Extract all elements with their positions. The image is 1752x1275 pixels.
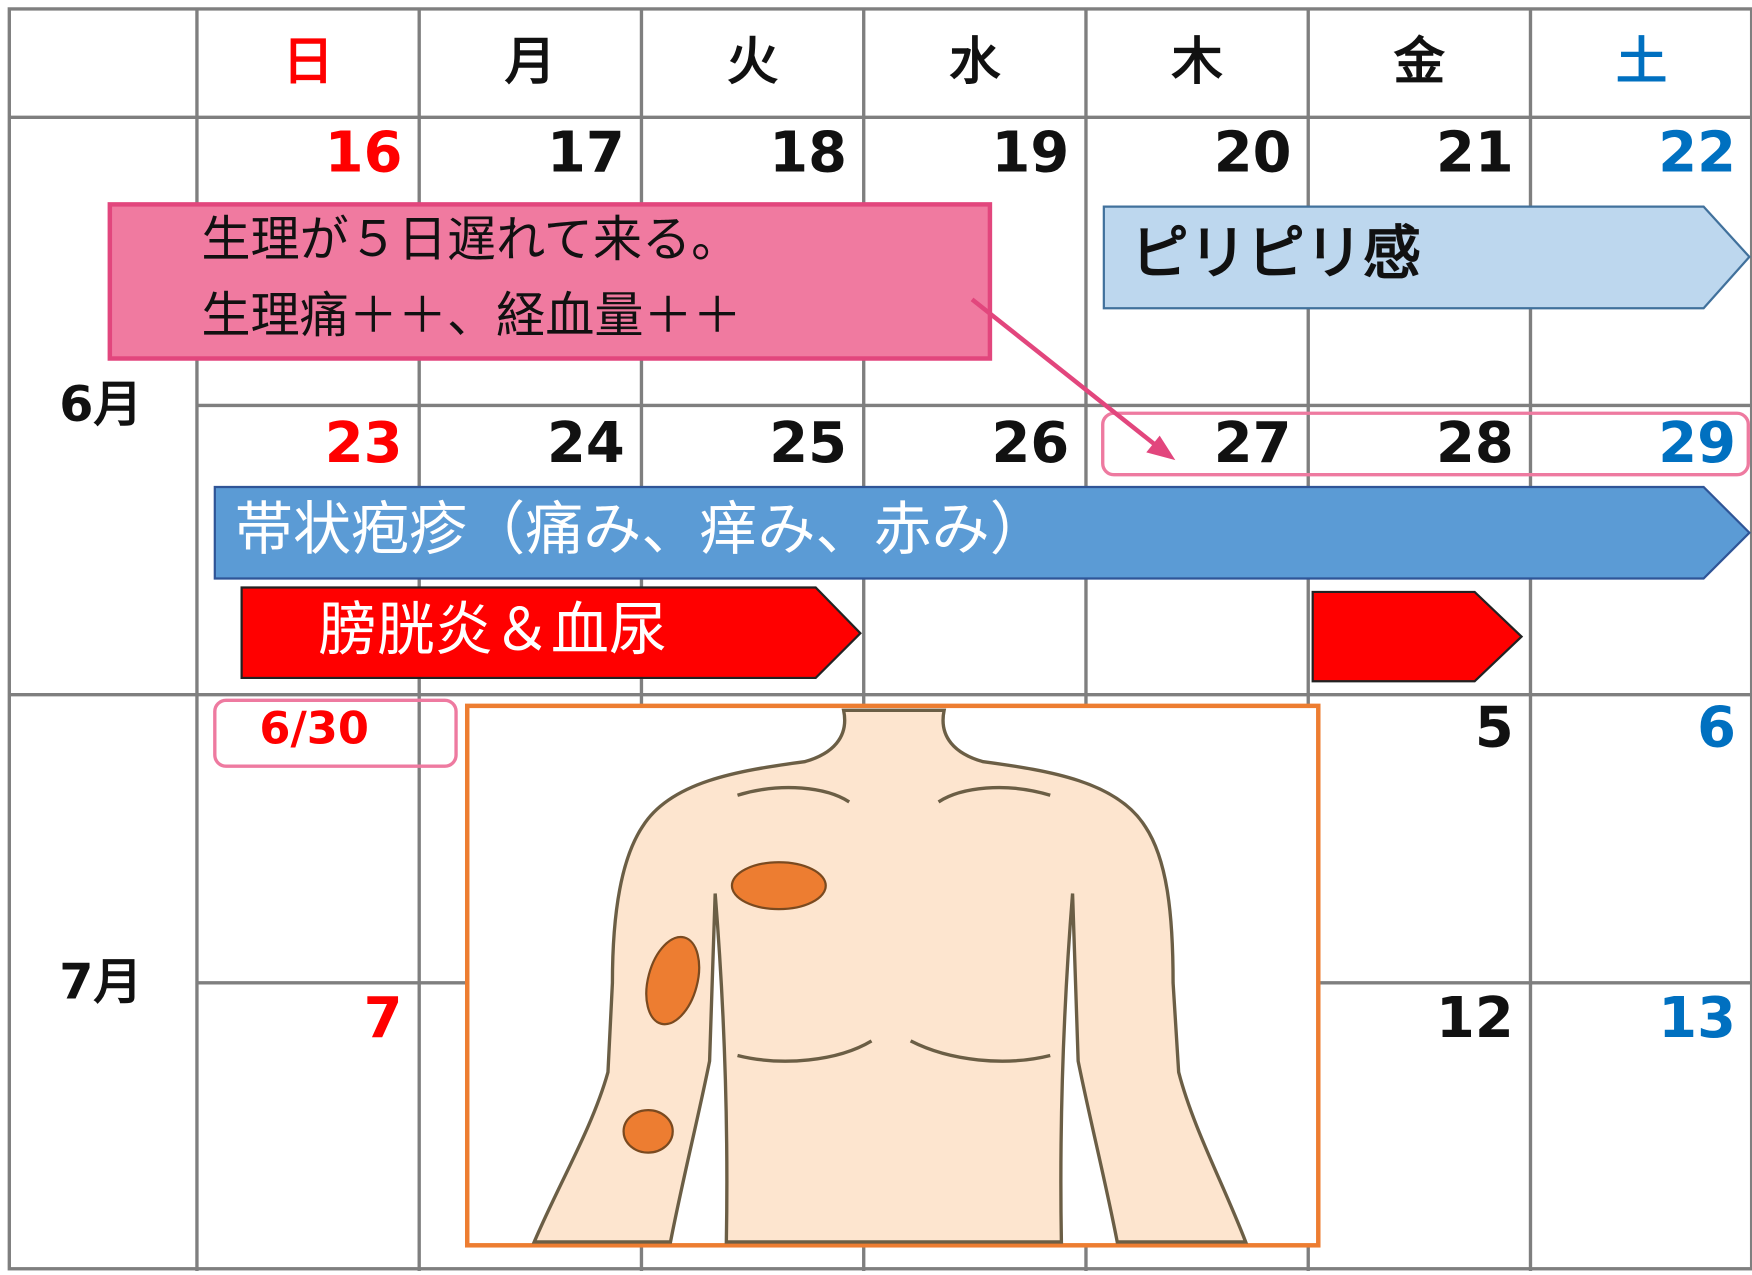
note-line: 生理痛＋＋、経血量＋＋ <box>201 286 741 344</box>
shingles-label: 帯状疱疹（痛み、痒み、赤み） <box>235 495 1048 563</box>
highlight-box <box>1101 411 1750 477</box>
date: 26 <box>992 411 1070 476</box>
rash <box>622 1109 674 1154</box>
pointer-head <box>1146 435 1176 461</box>
date: 23 <box>325 411 403 476</box>
rash <box>730 861 827 911</box>
date: 6 <box>1697 696 1736 761</box>
weekday: 火 <box>727 32 779 92</box>
weekday: 土 <box>1616 32 1667 92</box>
weekday: 木 <box>1171 32 1223 92</box>
month: 7月 <box>59 953 142 1011</box>
note-line: 生理が５日遅れて来る。 <box>201 210 740 268</box>
body-contour <box>737 785 1051 1063</box>
torso <box>531 708 1249 1244</box>
date: 17 <box>547 120 625 185</box>
date: 21 <box>1436 120 1514 185</box>
date: 29 <box>1658 411 1736 476</box>
weekday: 月 <box>505 32 556 92</box>
date: 20 <box>1214 120 1292 185</box>
pointer-arrow <box>970 297 1164 452</box>
date: 22 <box>1658 120 1736 185</box>
date: 7 <box>364 986 403 1051</box>
cystitis-arrow <box>1311 590 1524 683</box>
date: 24 <box>547 411 625 476</box>
weekday: 金 <box>1393 32 1446 92</box>
body-illustration <box>464 703 1321 1248</box>
date: 25 <box>769 411 847 476</box>
date: 13 <box>1658 986 1736 1051</box>
date: 16 <box>325 120 403 185</box>
weekday: 日 <box>282 32 333 92</box>
labels: 日 月 火 水 木 金 土 6月 7月 16 17 18 19 20 21 22 23 24 25 26 27 28 29 6… <box>59 32 1736 1051</box>
tingling-arrow <box>1102 205 1751 310</box>
highlight-box <box>213 698 458 768</box>
weekday: 水 <box>949 32 1001 92</box>
shingles-arrow <box>213 485 1751 580</box>
date: 27 <box>1214 411 1292 476</box>
date: 5 <box>1475 696 1514 761</box>
rash <box>645 935 701 1026</box>
date: 18 <box>769 120 847 185</box>
month: 6月 <box>59 375 142 433</box>
date: 28 <box>1436 411 1514 476</box>
cystitis-arrow <box>240 586 862 680</box>
cystitis-label: 膀胱炎＆血尿 <box>319 595 667 663</box>
tingling-label: ピリピリ感 <box>1131 219 1421 287</box>
date: 19 <box>992 120 1070 185</box>
date: 6/30 <box>259 703 369 755</box>
date: 12 <box>1436 986 1514 1051</box>
note-box <box>107 202 993 361</box>
